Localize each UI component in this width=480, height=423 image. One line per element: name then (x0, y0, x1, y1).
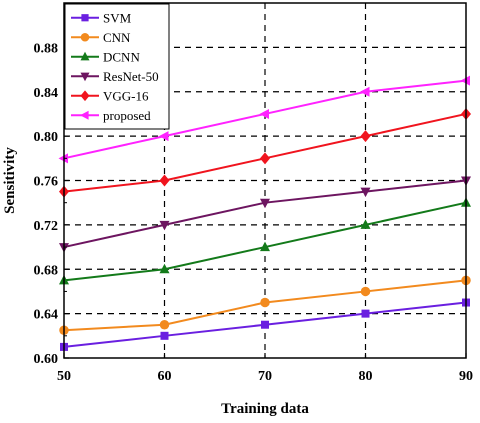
legend-item: DCNN (71, 49, 140, 64)
y-tick-label: 0.60 (34, 352, 59, 367)
data-point (361, 309, 370, 318)
data-point (159, 319, 170, 330)
legend-box (64, 3, 170, 130)
legend-item: VGG-16 (71, 88, 149, 103)
y-axis-label: Sensitivity (2, 147, 18, 214)
series-lines (58, 75, 471, 351)
x-axis-label: Training data (221, 401, 309, 417)
legend-marker (80, 32, 90, 42)
x-tick-label: 90 (459, 369, 473, 384)
legend-item: CNN (71, 30, 131, 45)
data-point (260, 152, 270, 165)
x-tick-label: 50 (57, 369, 71, 384)
y-tick-label: 0.68 (34, 263, 59, 278)
data-point (160, 331, 169, 340)
data-point (260, 241, 270, 252)
y-tick-label: 0.64 (34, 308, 59, 323)
data-point (360, 187, 371, 198)
y-tick-label: 0.76 (34, 175, 59, 190)
data-point (259, 108, 269, 119)
legend-marker (81, 14, 89, 22)
data-point (159, 220, 170, 231)
legend-label: DCNN (103, 49, 140, 64)
data-point (260, 297, 270, 308)
legend-label: SVM (103, 10, 132, 25)
legend: SVM CNN DCNN ResNet-50 VGG-16 proposed (64, 3, 170, 130)
x-tick-label: 60 (158, 369, 172, 384)
y-tick-label: 0.72 (34, 219, 59, 234)
y-tick-label: 0.88 (34, 41, 59, 56)
legend-label: CNN (103, 30, 131, 45)
data-point (360, 130, 371, 143)
data-point (260, 198, 270, 209)
legend-item: ResNet-50 (71, 69, 159, 84)
data-point (360, 286, 371, 297)
legend-label: VGG-16 (103, 88, 149, 103)
x-tick-label: 80 (359, 369, 373, 384)
legend-label: ResNet-50 (103, 69, 159, 84)
data-point (360, 219, 371, 229)
legend-marker (80, 72, 90, 82)
y-tick-label: 0.84 (34, 86, 59, 101)
x-tick-label: 70 (258, 369, 272, 384)
y-tick-label: 0.80 (34, 130, 59, 145)
data-point (159, 263, 170, 274)
axis-ticks: 0.60 0.64 0.68 0.72 0.76 0.80 0.84 0.88 50 60 70 80… (34, 24, 473, 384)
legend-marker (80, 90, 90, 102)
legend-item: proposed (71, 108, 151, 123)
data-point (360, 86, 370, 97)
data-point (261, 320, 269, 329)
data-point (159, 131, 169, 142)
legend-marker (80, 110, 89, 120)
legend-item: SVM (71, 10, 132, 25)
legend-marker (80, 51, 90, 61)
legend-label: proposed (103, 108, 151, 123)
data-point (159, 174, 170, 187)
